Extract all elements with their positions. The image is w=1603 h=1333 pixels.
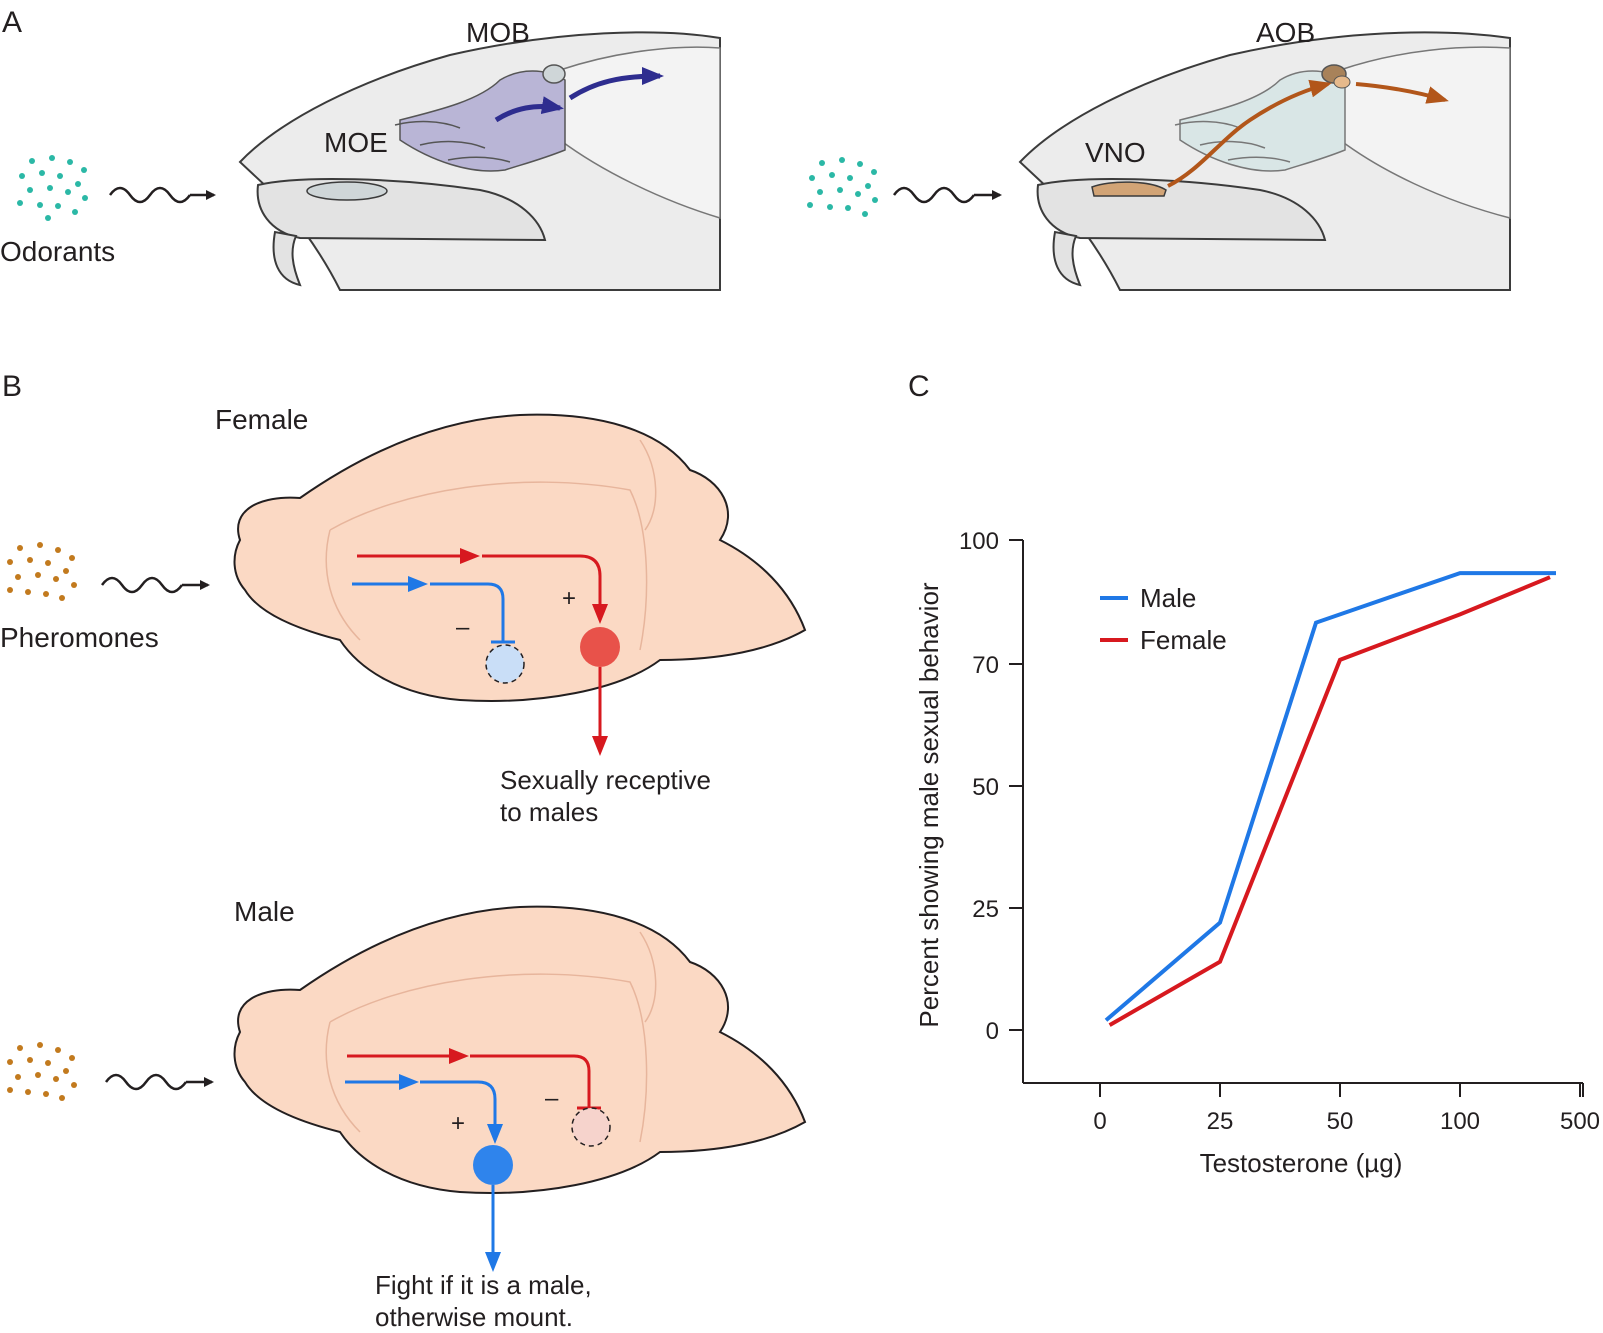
male-red-inhibit-path: [470, 1054, 591, 1108]
panel-a: A MOB MOE Odorants: [0, 6, 1511, 291]
legend-label-female: Female: [1140, 625, 1227, 655]
male-brain-fold-3: [639, 931, 657, 1023]
female-brain: [233, 413, 807, 756]
brain-cavity: [559, 46, 721, 220]
panel-b: B Female + – Sexually receptive to males: [0, 370, 807, 1332]
pheromone-wave-male: [104, 1073, 188, 1091]
male-title: Male: [234, 896, 295, 927]
y-tick-label: 70: [972, 652, 999, 679]
vno-label: VNO: [1085, 137, 1146, 168]
x-tick-label: 50: [1327, 1108, 1354, 1135]
male-blue-excite-path: [420, 1080, 503, 1144]
turbinate-2: [419, 140, 486, 149]
male-active-neuron: [473, 1145, 513, 1185]
turbinate-faded-3: [1227, 156, 1291, 163]
mob-to-brain-arrow: [568, 67, 664, 101]
x-axis-title: Testosterone (µg): [1200, 1148, 1403, 1178]
pheromone-dots-male: [7, 1042, 77, 1101]
x-tick-label: 500: [1560, 1108, 1600, 1135]
skull-accessory-olfactory: [1018, 31, 1511, 291]
female-blue-inhibit-path: [430, 582, 505, 642]
mob-label: MOB: [466, 17, 530, 48]
incisor-shape-2: [1052, 230, 1082, 287]
odorant-wave-2: [892, 186, 976, 204]
aob-shape-plain: [542, 64, 566, 84]
turbinate-1: [394, 120, 461, 129]
male-brain-fold-1: [329, 973, 648, 1143]
aob-bulb-inner: [1333, 75, 1351, 89]
y-tick-label: 100: [959, 528, 999, 555]
turbinate-faded-1: [1174, 120, 1241, 129]
x-tick-label: 0: [1093, 1108, 1106, 1135]
male-brain-outline: [233, 905, 807, 1194]
incisor-shape: [272, 230, 302, 287]
female-brain-fold-1: [329, 481, 648, 651]
series-line-male: [1104, 571, 1556, 1022]
pheromone-dots-female: [7, 542, 77, 601]
vno-to-aob-arrow: [1167, 79, 1332, 188]
female-outcome-line2: to males: [500, 797, 598, 827]
female-title: Female: [215, 404, 308, 435]
female-active-neuron: [580, 627, 620, 667]
moe-label: MOE: [324, 127, 388, 158]
x-tick-label: 25: [1207, 1108, 1234, 1135]
odorants-label: Odorants: [0, 236, 115, 267]
female-plus: +: [562, 585, 576, 612]
female-brain-outline: [233, 413, 807, 702]
brain-cavity-2: [1339, 46, 1511, 219]
panel-c-letter: C: [908, 370, 930, 403]
odorant-dots: [17, 155, 88, 221]
aob-to-brain-arrow: [1355, 82, 1449, 104]
y-tick-label: 25: [972, 896, 999, 923]
male-outcome-line1: Fight if it is a male,: [375, 1270, 592, 1300]
male-outcome-line2: otherwise mount.: [375, 1302, 573, 1332]
odorant-dots-2: [807, 157, 878, 217]
female-minus: –: [456, 614, 470, 641]
female-red-excite-path: [482, 554, 608, 624]
female-brain-fold-2: [325, 529, 361, 641]
panel-a-letter: A: [2, 6, 22, 39]
y-tick-label: 50: [972, 774, 999, 801]
male-minus: –: [545, 1085, 559, 1112]
turbinate-faded-2: [1199, 140, 1266, 149]
male-plus: +: [451, 1110, 465, 1137]
female-brain-fold-3: [639, 439, 657, 531]
moe-mob-region: [399, 70, 566, 172]
vno-organ: [1091, 181, 1167, 197]
turbinate-3: [447, 156, 511, 163]
vno-shape-plain: [306, 181, 388, 201]
y-axis-title: Percent showing male sexual behavior: [914, 582, 944, 1027]
moe-to-mob-arrow: [494, 96, 564, 123]
x-tick-label: 100: [1440, 1108, 1480, 1135]
pheromone-wave-female: [100, 576, 184, 594]
odorant-wave: [108, 186, 192, 204]
skull-main-olfactory: [238, 31, 721, 291]
female-outcome-line1: Sexually receptive: [500, 765, 711, 795]
y-tick-label: 0: [986, 1018, 999, 1045]
testosterone-chart: 0 25 50 70 100 0 25 50 100 500 Testosterone (µg) Pe…: [914, 528, 1600, 1178]
panel-b-letter: B: [2, 370, 22, 403]
series-line-female: [1108, 575, 1551, 1027]
legend-label-male: Male: [1140, 583, 1196, 613]
male-brain: [233, 905, 807, 1272]
male-brain-fold-2: [325, 1021, 361, 1133]
panel-c: C 0 25 50 70 100 0 25 50 100 500 Testosterone (µg)…: [908, 370, 1600, 1178]
aob-label: AOB: [1256, 17, 1315, 48]
female-inhibited-neuron: [485, 644, 525, 684]
pheromones-label: Pheromones: [0, 622, 159, 653]
male-inhibited-neuron: [571, 1107, 611, 1147]
